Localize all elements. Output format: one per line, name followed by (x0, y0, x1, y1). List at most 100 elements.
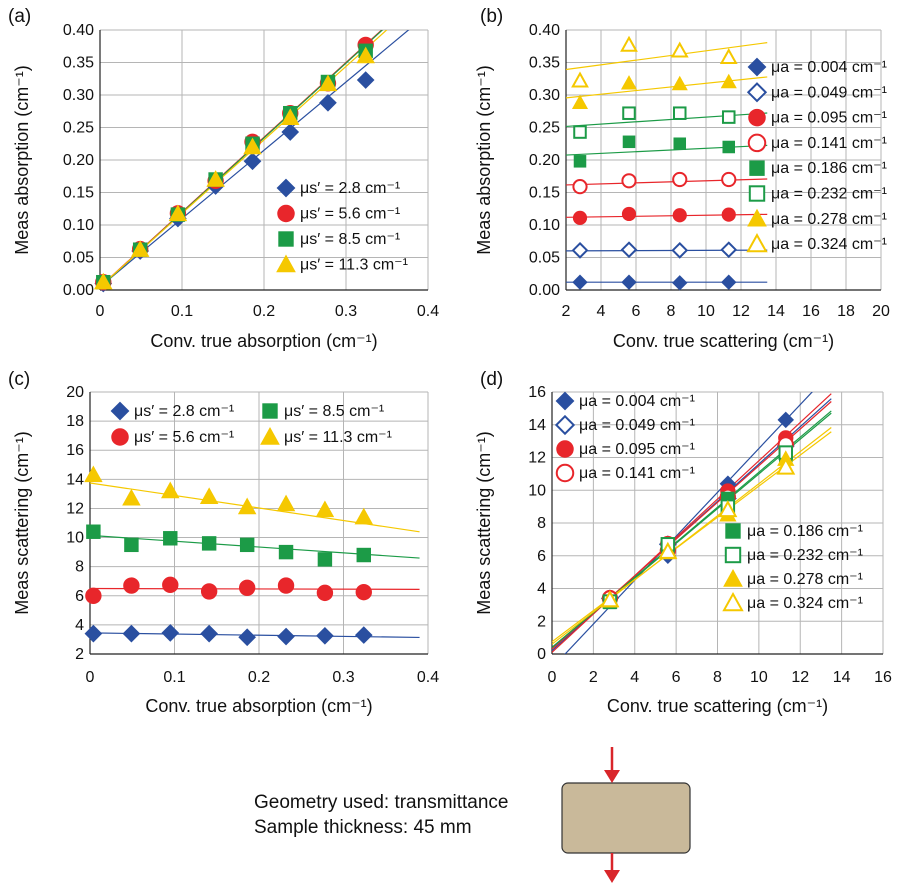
y-tick-label: 0.20 (63, 152, 94, 169)
x-tick-label: 6 (632, 303, 641, 320)
x-tick-label: 10 (697, 303, 715, 320)
data-point (243, 152, 262, 171)
legend-marker (556, 440, 574, 458)
legend: μs′ = 2.8 cm⁻¹ μs′ = 5.6 cm⁻¹ μs′ = 8.5 cm… (276, 178, 408, 274)
x-tick-label: 14 (767, 303, 785, 320)
fit-line (566, 178, 768, 186)
y-tick-label: 12 (66, 500, 84, 517)
data-point (238, 579, 256, 596)
data-point (356, 46, 375, 64)
data-point (161, 624, 180, 642)
fit-line (566, 76, 768, 99)
data-point (84, 465, 103, 483)
x-tick-label: 0.1 (163, 669, 185, 686)
y-tick-label: 0.00 (63, 282, 94, 299)
legend-marker (747, 208, 767, 227)
data-point (277, 577, 295, 594)
data-point (673, 137, 687, 151)
data-point (722, 140, 736, 154)
y-tick-label: 18 (66, 413, 84, 430)
x-tick-label: 16 (874, 669, 892, 686)
y-tick-label: 0.15 (63, 185, 94, 202)
legend-label: μa = 0.049 cm⁻¹ (579, 417, 695, 434)
legend-label: μa = 0.049 cm⁻¹ (771, 84, 887, 101)
y-tick-label: 16 (528, 384, 546, 401)
legend-label: μs′ = 2.8 cm⁻¹ (134, 403, 234, 420)
data-point (622, 135, 636, 149)
legend: μa = 0.004 cm⁻¹ μa = 0.049 cm⁻¹ μa = 0.095… (554, 391, 863, 612)
chart-panel-a: (a) 0 0.1 0.2 0.3 0.4 0.00 0.05 0.10 0.15 0.20 0.25… (8, 6, 439, 351)
legend-marker (276, 254, 296, 273)
legend-marker (723, 568, 743, 587)
data-point (672, 208, 687, 223)
panel-label: (d) (480, 369, 503, 390)
legend-label: μa = 0.278 cm⁻¹ (747, 571, 863, 588)
data-point (319, 93, 337, 112)
data-point (621, 206, 637, 222)
x-tick-label: 0 (96, 303, 105, 320)
data-point (122, 488, 141, 506)
data-point (85, 587, 102, 604)
x-tick-label: 12 (732, 303, 750, 320)
legend-marker (722, 591, 744, 612)
x-tick-label: 4 (630, 669, 639, 686)
legend-label: μa = 0.232 cm⁻¹ (747, 547, 863, 564)
y-tick-label: 0.40 (63, 22, 94, 39)
data-point (622, 106, 636, 120)
x-tick-label: 0.2 (248, 669, 270, 686)
data-point (130, 240, 150, 257)
data-point (573, 155, 587, 168)
data-point (199, 487, 219, 505)
data-point (122, 624, 141, 643)
y-axis-title: Meas scattering (cm⁻¹) (474, 431, 494, 615)
legend-marker (724, 546, 742, 564)
data-point (573, 125, 587, 139)
data-point (572, 210, 588, 225)
data-point (671, 241, 689, 259)
data-point (572, 179, 588, 195)
y-tick-label: 8 (537, 515, 546, 532)
legend-label: μa = 0.324 cm⁻¹ (771, 236, 887, 253)
legend-marker (749, 160, 765, 176)
sample-thickness-note: Sample thickness: 45 mm (254, 817, 472, 838)
legend-label: μa = 0.004 cm⁻¹ (579, 393, 695, 410)
fit-line (566, 249, 768, 252)
data-point (719, 48, 738, 65)
y-tick-label: 0.00 (529, 282, 560, 299)
legend-label: μs′ = 11.3 cm⁻¹ (300, 257, 408, 274)
x-tick-label: 0.4 (417, 303, 439, 320)
y-tick-label: 0.30 (529, 87, 560, 104)
data-point (124, 537, 139, 553)
data-point (620, 75, 638, 90)
y-tick-label: 0.25 (63, 120, 94, 137)
legend-marker (555, 391, 575, 411)
data-point (238, 628, 256, 647)
x-tick-label: 18 (837, 303, 855, 320)
x-axis-title: Conv. true absorption (cm⁻¹) (150, 331, 377, 351)
data-point (200, 624, 218, 643)
x-tick-label: 8 (667, 303, 676, 320)
y-tick-label: 8 (75, 559, 84, 576)
legend-marker (746, 233, 768, 253)
data-point (720, 241, 738, 259)
data-point (721, 171, 737, 188)
y-tick-label: 10 (528, 482, 546, 499)
x-tick-label: 4 (597, 303, 606, 320)
data-point (243, 137, 262, 155)
data-point (281, 123, 300, 141)
data-points (571, 35, 738, 291)
y-axis-title: Meas absorption (cm⁻¹) (12, 65, 32, 255)
x-tick-label: 0 (548, 669, 557, 686)
data-point (571, 241, 589, 259)
data-point (354, 507, 374, 525)
x-tick-label: 12 (791, 669, 809, 686)
legend-marker (554, 414, 576, 436)
legend-marker (262, 403, 278, 419)
x-tick-label: 16 (802, 303, 820, 320)
fit-lines (566, 42, 768, 283)
panel-label: (c) (8, 369, 30, 390)
x-tick-label: 14 (833, 669, 851, 686)
data-point (571, 71, 589, 88)
fit-line (566, 213, 768, 218)
data-point (316, 626, 334, 645)
